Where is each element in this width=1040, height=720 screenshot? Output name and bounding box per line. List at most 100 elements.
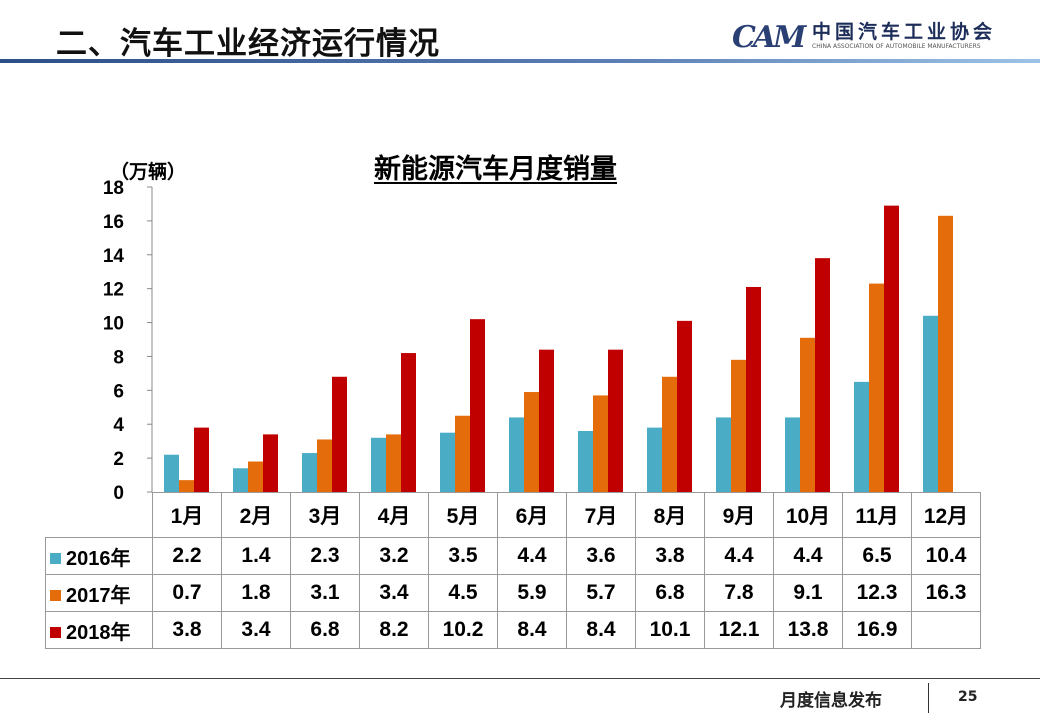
footer-text: 月度信息发布 — [780, 691, 882, 711]
category-label: 4月 — [359, 492, 429, 538]
data-cell: 3.4 — [359, 574, 429, 612]
bar-2016年-11月 — [854, 381, 869, 492]
legend-swatch — [50, 552, 61, 564]
logo-en-text: CHINA ASSOCIATION OF AUTOMOBILE MANUFACT… — [812, 43, 981, 50]
header-divider — [0, 59, 1040, 63]
bar-2017年-4月 — [386, 434, 401, 492]
data-cell: 16.9 — [842, 611, 912, 649]
data-cell: 2.2 — [152, 537, 222, 575]
data-cell: 8.2 — [359, 611, 429, 649]
bar-2016年-4月 — [371, 437, 386, 492]
table-header-row: 1月 2月 3月 4月 5月 6月 7月 8月 9月 10月 11月 12月 — [45, 492, 981, 538]
data-cell: 3.1 — [290, 574, 360, 612]
chart-title: 新能源汽车月度销量 — [374, 154, 617, 185]
y-tick-label: 18 — [103, 178, 124, 199]
bar-2016年-1月 — [164, 454, 179, 492]
data-cell: 12.1 — [704, 611, 774, 649]
logo-cn-text: 中国汽车工业协会 — [812, 21, 997, 43]
bar-2018年-5月 — [470, 319, 485, 492]
data-cell: 10.4 — [911, 537, 981, 575]
y-tick-label: 4 — [113, 415, 124, 436]
legend-label: 2017年 — [66, 584, 131, 607]
table-row: 2018年 3.8 3.4 6.8 8.2 10.2 8.4 8.4 10.1 12.1 13.8 1… — [45, 611, 981, 649]
data-cell: 4.4 — [773, 537, 843, 575]
y-tick-label: 8 — [113, 347, 124, 368]
legend-label: 2016年 — [66, 547, 131, 570]
category-label: 6月 — [497, 492, 567, 538]
data-cell: 1.8 — [221, 574, 291, 612]
bar-2018年-2月 — [263, 434, 278, 492]
bar-2016年-10月 — [785, 417, 800, 492]
bar-2018年-7月 — [608, 349, 623, 492]
bar-2016年-5月 — [440, 432, 455, 492]
bar-2017年-12月 — [938, 215, 953, 493]
data-cell: 6.8 — [290, 611, 360, 649]
y-tick-label: 16 — [103, 212, 124, 233]
data-cell: 6.5 — [842, 537, 912, 575]
legend-entry: 2016年 — [45, 537, 153, 575]
bar-2016年-2月 — [233, 468, 248, 492]
bar-2017年-10月 — [800, 337, 815, 492]
category-label: 5月 — [428, 492, 498, 538]
data-cell: 6.8 — [635, 574, 705, 612]
y-tick-label: 2 — [113, 449, 124, 470]
bar-2016年-3月 — [302, 453, 317, 492]
legend-label: 2018年 — [66, 621, 131, 644]
bar-2016年-6月 — [509, 417, 524, 492]
table-row: 2017年 0.7 1.8 3.1 3.4 4.5 5.9 5.7 6.8 7.8 9.1 12.3 1… — [45, 574, 981, 612]
data-cell: 8.4 — [497, 611, 567, 649]
data-cell — [911, 611, 981, 649]
category-label: 10月 — [773, 492, 843, 538]
data-cell: 10.2 — [428, 611, 498, 649]
data-table: 1月 2月 3月 4月 5月 6月 7月 8月 9月 10月 11月 12月 2016年 2.2 1.4 2… — [45, 492, 981, 649]
data-cell: 7.8 — [704, 574, 774, 612]
data-cell: 8.4 — [566, 611, 636, 649]
legend-swatch — [50, 626, 61, 638]
data-cell: 13.8 — [773, 611, 843, 649]
legend-entry: 2017年 — [45, 574, 153, 612]
y-axis-label: （万辆） — [110, 161, 187, 183]
bar-2016年-12月 — [923, 315, 938, 492]
data-cell: 4.4 — [497, 537, 567, 575]
bar-2017年-1月 — [179, 480, 194, 492]
bar-2018年-10月 — [815, 258, 830, 492]
category-label: 11月 — [842, 492, 912, 538]
category-label: 1月 — [152, 492, 222, 538]
bar-2018年-11月 — [884, 205, 899, 492]
bar-2018年-9月 — [746, 286, 761, 492]
data-cell: 12.3 — [842, 574, 912, 612]
logo-mark: CAM — [732, 20, 806, 55]
bar-2017年-8月 — [662, 376, 677, 492]
bar-2017年-11月 — [869, 283, 884, 492]
data-cell: 3.5 — [428, 537, 498, 575]
data-cell: 3.8 — [152, 611, 222, 649]
data-cell: 1.4 — [221, 537, 291, 575]
data-cell: 10.1 — [635, 611, 705, 649]
legend-swatch — [50, 589, 61, 601]
table-corner — [45, 492, 153, 538]
table-row: 2016年 2.2 1.4 2.3 3.2 3.5 4.4 3.6 3.8 4.4 4.4 6.5 10… — [45, 537, 981, 575]
data-cell: 3.4 — [221, 611, 291, 649]
bar-2017年-7月 — [593, 395, 608, 492]
data-cell: 5.9 — [497, 574, 567, 612]
data-cell: 2.3 — [290, 537, 360, 575]
data-cell: 16.3 — [911, 574, 981, 612]
page-title: 二、汽车工业经济运行情况 — [56, 26, 440, 62]
bar-2017年-3月 — [317, 439, 332, 492]
category-label: 8月 — [635, 492, 705, 538]
page-number: 25 — [958, 689, 978, 705]
bar-2016年-8月 — [647, 427, 662, 492]
footer-separator — [928, 683, 929, 713]
y-tick-label: 10 — [103, 314, 124, 335]
bar-2018年-6月 — [539, 349, 554, 492]
bar-2017年-6月 — [524, 392, 539, 492]
data-cell: 0.7 — [152, 574, 222, 612]
bar-2017年-2月 — [248, 461, 263, 492]
category-label: 9月 — [704, 492, 774, 538]
data-cell: 3.6 — [566, 537, 636, 575]
bar-2017年-5月 — [455, 415, 470, 492]
y-tick-label: 14 — [103, 246, 125, 267]
category-label: 2月 — [221, 492, 291, 538]
data-cell: 4.4 — [704, 537, 774, 575]
category-label: 3月 — [290, 492, 360, 538]
